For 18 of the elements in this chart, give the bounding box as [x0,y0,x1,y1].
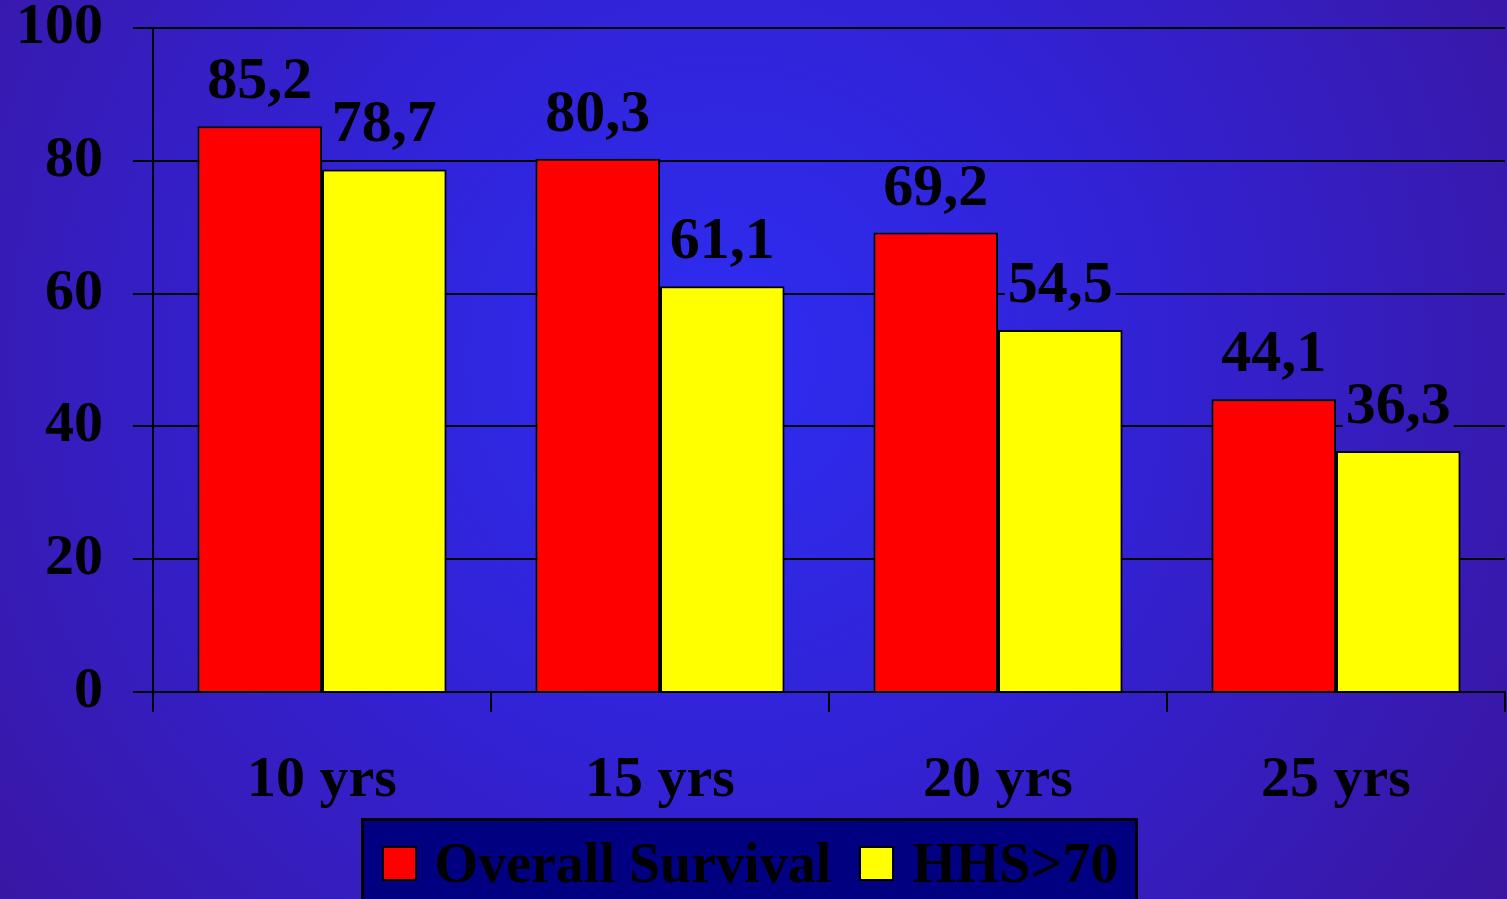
data-label: 54,5 [1007,249,1113,316]
data-label: 80,3 [545,77,651,144]
data-label: 85,2 [207,45,313,112]
data-label: 78,7 [331,88,437,155]
data-label: 44,1 [1221,318,1327,385]
y-tick-label: 100 [16,0,103,56]
y-tick-label: 20 [45,522,103,588]
x-tick-label: 20 yrs [923,743,1073,809]
data-label: 36,3 [1345,369,1451,436]
data-label: 61,1 [669,205,775,272]
y-tick-label: 0 [74,654,103,720]
x-tick-label: 15 yrs [585,743,735,809]
y-tick-label: 80 [45,123,103,189]
data-label: 69,2 [883,151,989,218]
y-tick-label: 40 [45,389,103,455]
x-tick-label: 10 yrs [247,743,397,809]
y-tick-label: 60 [45,256,103,322]
x-tick-label: 25 yrs [1261,743,1411,809]
